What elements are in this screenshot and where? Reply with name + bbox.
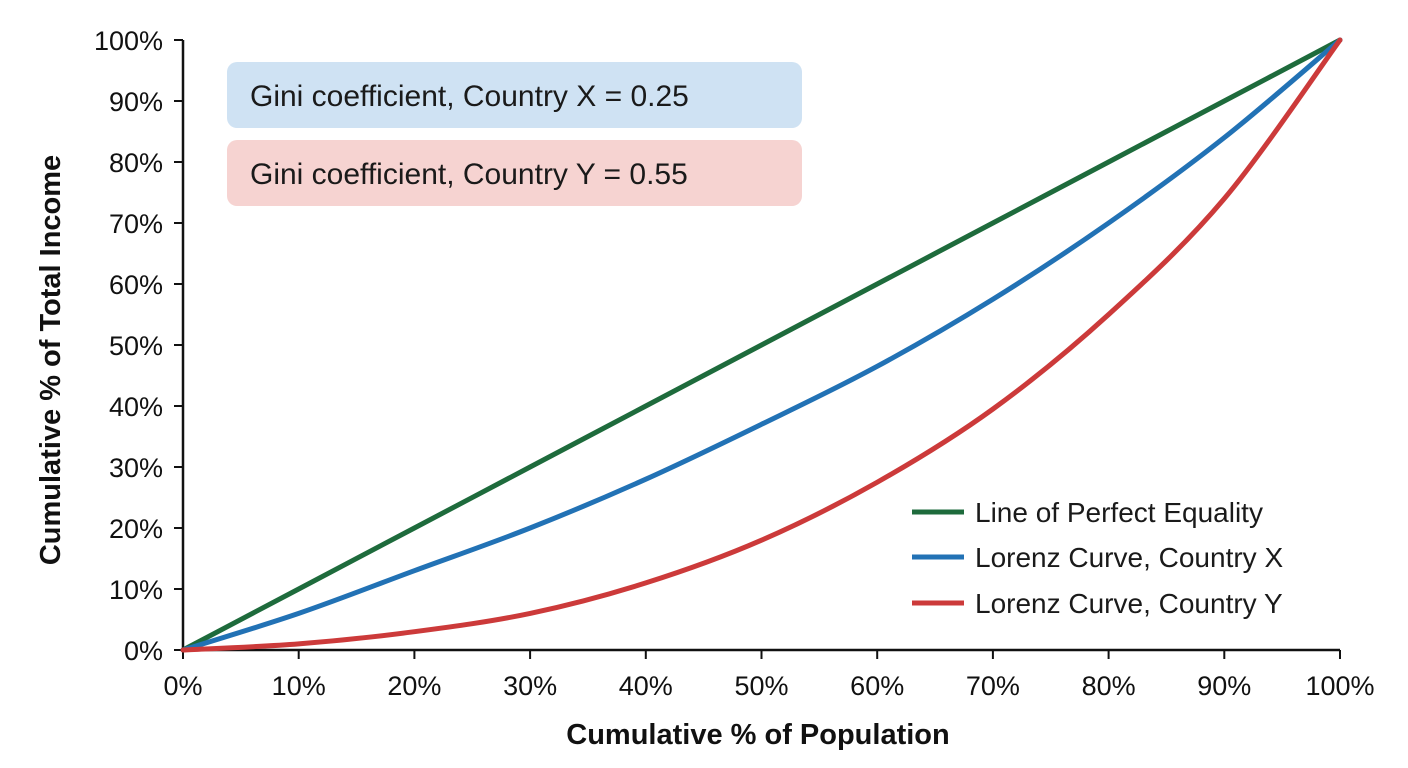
y-tick-label: 50% <box>109 331 163 361</box>
y-tick-label: 30% <box>109 453 163 483</box>
x-axis-title: Cumulative % of Population <box>566 719 949 751</box>
gini-x-label: Gini coefficient, Country X = 0.25 <box>250 80 689 113</box>
y-axis-title: Cumulative % of Total Income <box>35 155 67 565</box>
y-tick-label: 40% <box>109 392 163 422</box>
gini-x-box <box>227 62 802 128</box>
axes <box>181 40 1340 652</box>
y-tick-label: 60% <box>109 270 163 300</box>
lorenz-curve-country-y <box>180 37 1343 653</box>
x-tick-label: 100% <box>1305 671 1374 701</box>
x-tick-label: 60% <box>850 671 904 701</box>
legend-label-country-y: Lorenz Curve, Country Y <box>975 588 1283 619</box>
series-layer <box>180 37 1343 653</box>
x-tick-label: 10% <box>272 671 326 701</box>
equality-line <box>180 37 1343 653</box>
legend-label-equality: Line of Perfect Equality <box>975 497 1263 528</box>
x-tick-label: 90% <box>1197 671 1251 701</box>
y-tick-label: 100% <box>94 26 163 56</box>
tick-layer: 0% 10% 20% 30% 40% 50% 60% 70% 80% 90% 100% 0% 10% 20… <box>94 26 1375 701</box>
y-tick-label: 0% <box>124 636 163 666</box>
y-tick-label: 70% <box>109 209 163 239</box>
x-tick-label: 80% <box>1082 671 1136 701</box>
y-tick-label: 90% <box>109 87 163 117</box>
x-tick-label: 30% <box>503 671 557 701</box>
x-tick-label: 70% <box>966 671 1020 701</box>
legend-label-country-x: Lorenz Curve, Country X <box>975 542 1283 573</box>
x-tick-label: 20% <box>387 671 441 701</box>
lorenz-curve-country-x <box>180 37 1343 653</box>
gini-annotations: Gini coefficient, Country X = 0.25 Gini … <box>227 62 802 206</box>
gini-y-label: Gini coefficient, Country Y = 0.55 <box>250 158 688 191</box>
x-tick-label: 0% <box>163 671 202 701</box>
x-tick-label: 40% <box>619 671 673 701</box>
x-tick-label: 50% <box>734 671 788 701</box>
y-tick-label: 20% <box>109 514 163 544</box>
y-tick-label: 10% <box>109 575 163 605</box>
legend: Line of Perfect Equality Lorenz Curve, C… <box>912 497 1283 619</box>
gini-y-box <box>227 140 802 206</box>
y-tick-label: 80% <box>109 148 163 178</box>
